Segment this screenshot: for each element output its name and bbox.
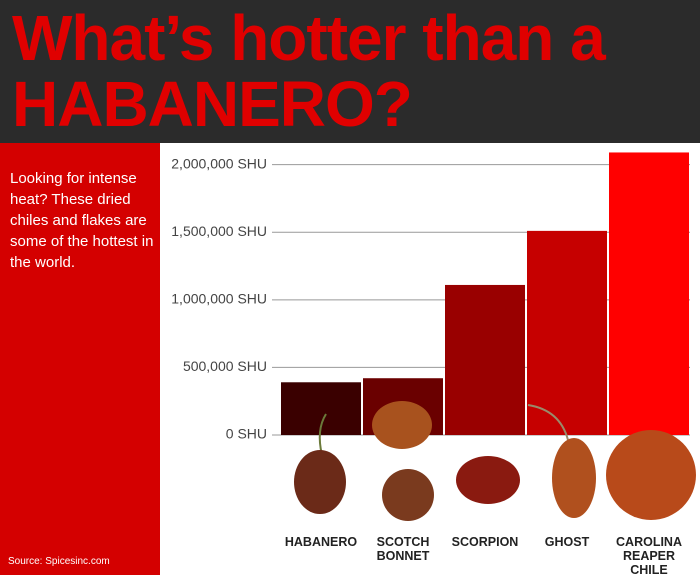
bar xyxy=(445,284,525,435)
chile xyxy=(372,401,432,449)
category-label: SCOTCH BONNET xyxy=(376,535,430,563)
chile xyxy=(456,456,520,504)
chile xyxy=(294,450,346,514)
side-panel: Looking for intense heat? These dried ch… xyxy=(0,143,160,575)
y-tick-label: 0 SHU xyxy=(226,426,267,442)
intro-text: Looking for intense heat? These dried ch… xyxy=(10,170,154,271)
category-label: HABANERO xyxy=(284,535,358,549)
title-band: What’s hotter than a HABANERO? xyxy=(0,0,700,143)
y-tick-label: 1,500,000 SHU xyxy=(171,223,267,239)
title-line: HABANERO? xyxy=(12,68,413,140)
category-label: CAROLINA REAPER CHILE FLAKES xyxy=(616,535,682,575)
category-label: GHOST xyxy=(544,535,590,549)
chile xyxy=(552,438,596,518)
y-tick-label: 1,000,000 SHU xyxy=(171,291,267,307)
stem xyxy=(527,404,569,441)
chile-flakes xyxy=(606,430,696,520)
y-tick-label: 500,000 SHU xyxy=(183,358,267,374)
bar xyxy=(609,152,689,436)
title-line: What’s hotter than a xyxy=(12,2,606,74)
source: Source: Spicesinc.com xyxy=(8,556,110,567)
category-label: SCORPION xyxy=(451,535,519,549)
y-tick-label: 2,000,000 SHU xyxy=(171,155,267,171)
chile-illustrations xyxy=(294,401,696,521)
chile xyxy=(382,469,434,521)
bar xyxy=(527,230,607,435)
